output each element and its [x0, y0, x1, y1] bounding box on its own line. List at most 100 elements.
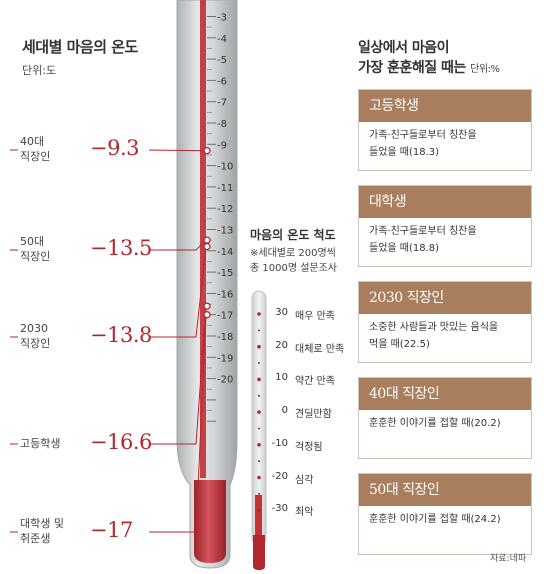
box-header: 50대 직장인 — [359, 474, 531, 506]
scale-value: -10 — [271, 437, 288, 449]
tick-label: -8 — [217, 119, 227, 130]
scale-note-line1: ※세대별로 200명씩 — [250, 248, 336, 259]
tick-label: -12 — [217, 204, 233, 215]
right-unit: 단위:% — [470, 64, 500, 75]
group-label: 대학생 및 취준생 — [20, 516, 64, 546]
leader-line — [149, 306, 207, 445]
box-text: 훈훈한 이야기를 접할 때(24.2) — [359, 506, 531, 554]
value-marker — [203, 311, 211, 319]
tick-label: -13 — [217, 226, 233, 237]
value-leader-lines — [10, 147, 211, 533]
scale-dot — [257, 377, 261, 382]
scale-label: 견딜만함 — [295, 409, 332, 421]
value-marker — [203, 242, 211, 251]
group-label-line: 50대 — [20, 235, 45, 248]
right-title-line1: 일상에서 마음이 — [358, 40, 450, 56]
tick-label: -14 — [217, 247, 233, 258]
left-title: 세대별 마음의 온도 — [22, 38, 138, 56]
tick-label: -11 — [217, 183, 233, 194]
group-label-line: 40대 — [20, 135, 45, 148]
tick-label: -15 — [217, 268, 233, 279]
scale-dot-minor — [258, 427, 260, 430]
scale-dot — [257, 410, 261, 414]
right-title: 일상에서 마음이 가장 훈훈해질 때는 단위:% — [358, 38, 500, 80]
scale-label: 매우 만족 — [295, 311, 335, 322]
box-header: 2030 직장인 — [359, 282, 531, 314]
scale-value: 0 — [281, 405, 288, 417]
box-text-line1: 가족·친구들로부터 칭찬을 — [369, 226, 477, 237]
group-value: −13.8 — [90, 323, 152, 347]
group-value: −16.6 — [90, 430, 152, 454]
box-text-line2: 먹을 때(22.5) — [369, 339, 430, 350]
box-text: 가족·친구들로부터 칭찬을 들었을 때(18.3) — [359, 122, 531, 170]
scale-value: 20 — [275, 339, 288, 351]
box-header: 고등학생 — [359, 90, 531, 122]
group-label-line: 직장인 — [20, 150, 51, 163]
scale-note: ※세대별로 200명씩 총 1000명 설문조사 — [250, 246, 337, 276]
leader-line — [149, 314, 207, 533]
value-marker — [203, 236, 211, 244]
scale-label: 심각 — [295, 474, 314, 486]
leader-line — [148, 149, 207, 152]
scale-dot — [257, 475, 261, 480]
scale-value: -30 — [271, 503, 288, 515]
scale-value: -20 — [271, 470, 288, 482]
scale-dot — [257, 344, 261, 349]
scale-title: 마음의 온도 척도 — [250, 228, 336, 242]
right-title-line2-text: 가장 훈훈해질 때는 — [358, 60, 466, 76]
scale-note-line2: 총 1000명 설문조사 — [250, 263, 338, 274]
value-marker — [203, 302, 211, 310]
tick-label: -4 — [217, 34, 227, 45]
thermometer-ticks: -3 -4 -5 -6 -7 -8 -9 -10 -11 -12 -13 -14 -15 -16 -17 -1… — [207, 13, 233, 422]
scale-value: 30 — [275, 307, 288, 318]
scale-dot-minor — [258, 394, 260, 397]
scale-label: 대체로 만족 — [295, 343, 345, 355]
tick-label: -17 — [217, 311, 233, 322]
group-label-line: 직장인 — [20, 337, 51, 350]
group-box: 고등학생 가족·친구들로부터 칭찬을 들었을 때(18.3) — [358, 89, 532, 171]
scale-mercury — [255, 495, 262, 565]
group-value: −13.5 — [90, 236, 152, 260]
scale-dot — [257, 443, 261, 447]
group-label: 고등학생 — [20, 436, 60, 451]
tick-label: -18 — [217, 332, 233, 343]
group-label-line: 고등학생 — [20, 436, 61, 450]
scale-label: 최악 — [295, 507, 314, 519]
source-note: 자료:네파 — [490, 554, 527, 564]
scale-dot — [257, 312, 261, 316]
box-text: 훈훈한 이야기를 접할 때(20.2) — [359, 410, 531, 458]
box-header: 대학생 — [359, 186, 531, 218]
scale-dot-minor — [258, 329, 260, 332]
left-unit: 단위:도 — [22, 64, 57, 77]
tick-label: -16 — [217, 289, 233, 300]
tick-label: -10 — [217, 162, 233, 173]
scale-dot-minor — [258, 362, 260, 365]
box-text-line2: 들었을 때(18.8) — [369, 243, 440, 254]
tick-label: -5 — [217, 55, 227, 66]
tick-label: -9 — [217, 140, 227, 151]
box-header: 40대 직장인 — [359, 378, 531, 410]
thermometer-tube — [176, 0, 238, 569]
group-label-line: 직장인 — [20, 250, 51, 263]
thermometer-bulb — [194, 480, 226, 563]
tick-label: -7 — [217, 98, 227, 109]
right-title-line2: 가장 훈훈해질 때는 단위:% — [358, 58, 500, 80]
group-value: −17 — [90, 518, 133, 542]
thermometer-center-stripe — [200, 0, 206, 478]
scale-label: 걱정됨 — [295, 441, 323, 453]
box-text-line1: 소중한 사람들과 맛있는 음식을 — [369, 322, 499, 333]
leader-line — [149, 239, 207, 251]
scale-label: 약간 만족 — [295, 376, 335, 388]
box-text-line1: 훈훈한 이야기를 접할 때(24.2) — [369, 514, 501, 525]
box-text-line1: 훈훈한 이야기를 접할 때(20.2) — [369, 418, 501, 429]
tick-label: -19 — [217, 353, 233, 364]
box-text-line1: 가족·친구들로부터 칭찬을 — [369, 130, 477, 141]
leader-line — [149, 246, 207, 338]
